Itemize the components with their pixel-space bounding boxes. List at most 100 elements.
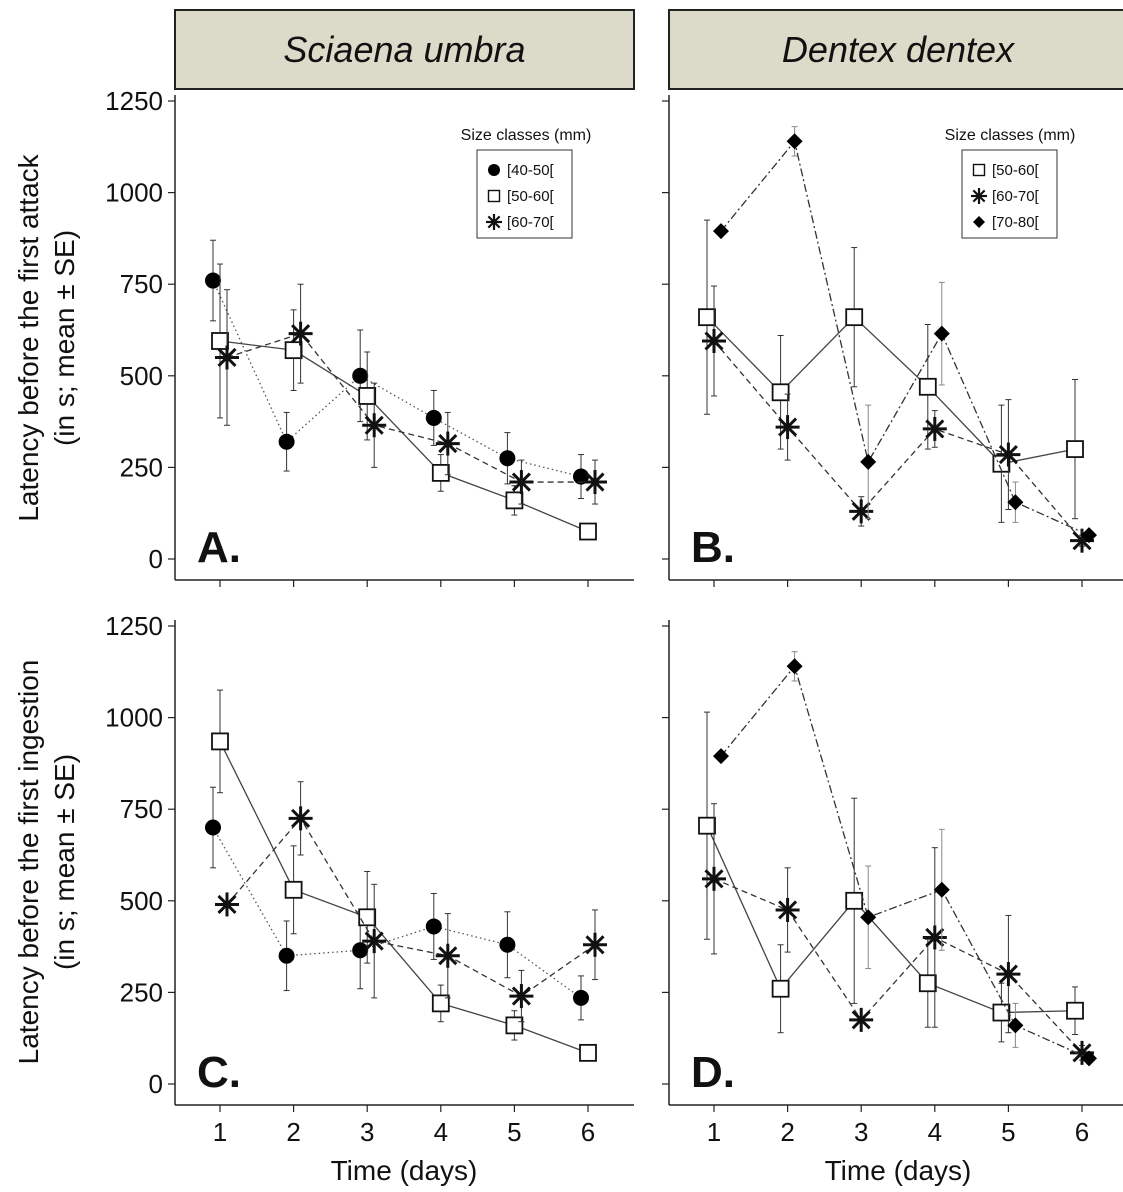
data-point (933, 881, 950, 898)
x-tick-label: 3 (854, 1117, 868, 1147)
data-point (215, 892, 239, 917)
series-70-80 (713, 651, 1097, 1067)
panel-b: B. Size classes (mm) [50-60[[60-70[[70-80[ (662, 95, 1123, 587)
legend-label: [70-80[ (992, 214, 1040, 231)
y-tick-label: 750 (120, 269, 163, 299)
data-point (288, 321, 313, 346)
x-tick-label: 3 (360, 1117, 374, 1147)
series-50-60 (211, 263, 597, 541)
legend-marker (486, 214, 502, 230)
data-point (583, 932, 607, 957)
data-point (499, 450, 516, 467)
series-line (706, 316, 1076, 465)
data-point (435, 943, 460, 968)
data-point (352, 367, 369, 384)
data-point (435, 431, 460, 456)
x-tick-label: 1 (707, 1117, 721, 1147)
xlabel-left: Time (days) (331, 1155, 478, 1186)
series-line (219, 340, 589, 533)
data-point (352, 942, 369, 959)
data-point (278, 947, 295, 964)
x-tick-label: 5 (507, 1117, 521, 1147)
panel-letter: A. (197, 523, 241, 572)
ylabel-bottom-line2: (in s; mean ± SE) (49, 754, 80, 970)
strip-left: Sciaena umbra (174, 9, 635, 90)
legend-marker (973, 216, 985, 228)
series-line (720, 139, 1090, 536)
series-60-70 (702, 285, 1094, 553)
legend-marker (971, 188, 987, 204)
data-point (499, 936, 516, 953)
y-tick-label: 250 (120, 452, 163, 482)
y-tick-label: 500 (120, 361, 163, 391)
data-point (702, 866, 726, 891)
series-line (713, 878, 1083, 1054)
data-point (205, 819, 221, 836)
legend-title: Size classes (mm) (461, 127, 592, 144)
data-point (579, 522, 597, 541)
data-point (786, 658, 803, 675)
data-point (505, 491, 524, 510)
legend-label: [60-70[ (507, 214, 555, 231)
series-40-50 (205, 786, 589, 1021)
data-point (1007, 1017, 1024, 1034)
data-point (358, 387, 377, 405)
x-tick-label: 5 (1001, 1117, 1015, 1147)
series-line (226, 817, 596, 997)
data-point (698, 816, 716, 835)
series-line (226, 332, 595, 483)
data-point (425, 918, 442, 935)
y-tick-label: 500 (120, 886, 163, 916)
panel-letter: D. (691, 1048, 735, 1097)
y-tick-label: 0 (149, 1069, 163, 1099)
legend-marker (487, 189, 501, 203)
legend: Size classes (mm) [40-50[[50-60[[60-70[ (461, 127, 592, 239)
data-point (425, 409, 442, 426)
series-line (212, 280, 582, 478)
data-point (1066, 440, 1084, 458)
ylabel-top: Latency before the first attack (in s; m… (13, 153, 80, 521)
data-point (992, 1003, 1011, 1022)
y-tick-label: 1250 (105, 611, 163, 641)
series-60-70 (215, 781, 607, 1023)
series-line (720, 664, 1090, 1059)
data-point (860, 909, 877, 926)
data-point (205, 272, 221, 289)
y-tick-label: 0 (149, 544, 163, 574)
data-point (996, 962, 1021, 987)
strip-right: Dentex dentex (668, 9, 1123, 90)
data-point (702, 328, 726, 353)
data-point (845, 308, 864, 327)
panel-letter: B. (691, 523, 735, 572)
legend-label: [60-70[ (992, 188, 1040, 205)
data-point (211, 732, 229, 751)
legend: Size classes (mm) [50-60[[60-70[[70-80[ (945, 127, 1075, 239)
data-point (288, 806, 313, 831)
legend-marker (488, 164, 500, 176)
strip-right-label: Dentex dentex (782, 29, 1016, 70)
ylabel-bottom: Latency before the first ingestion (in s… (13, 660, 80, 1065)
panel-d: 1 2 3 4 5 6 D. (662, 620, 1123, 1147)
y-tick-label: 750 (120, 794, 163, 824)
data-point (431, 463, 450, 482)
xlabel-right: Time (days) (825, 1155, 972, 1186)
x-tick-label: 1 (213, 1117, 227, 1147)
data-point (849, 1007, 874, 1032)
ylabel-top-line1: Latency before the first attack (13, 153, 44, 521)
y-tick-label: 1250 (105, 86, 163, 116)
data-point (362, 413, 387, 438)
y-tick-label: 1000 (105, 703, 163, 733)
panel-a: 0 250 500 750 1000 1250 A. Size classes (mm) [40… (105, 86, 634, 587)
data-point (918, 377, 937, 396)
x-tick-label: 2 (780, 1117, 794, 1147)
x-tick-label: 4 (928, 1117, 942, 1147)
series-70-80 (713, 126, 1097, 544)
data-point (509, 470, 534, 495)
series-50-60 (698, 711, 1084, 1043)
data-point (713, 223, 729, 240)
data-point (573, 989, 589, 1006)
data-point (845, 891, 864, 910)
data-point (786, 133, 803, 150)
legend-label: [40-50[ (507, 162, 555, 179)
